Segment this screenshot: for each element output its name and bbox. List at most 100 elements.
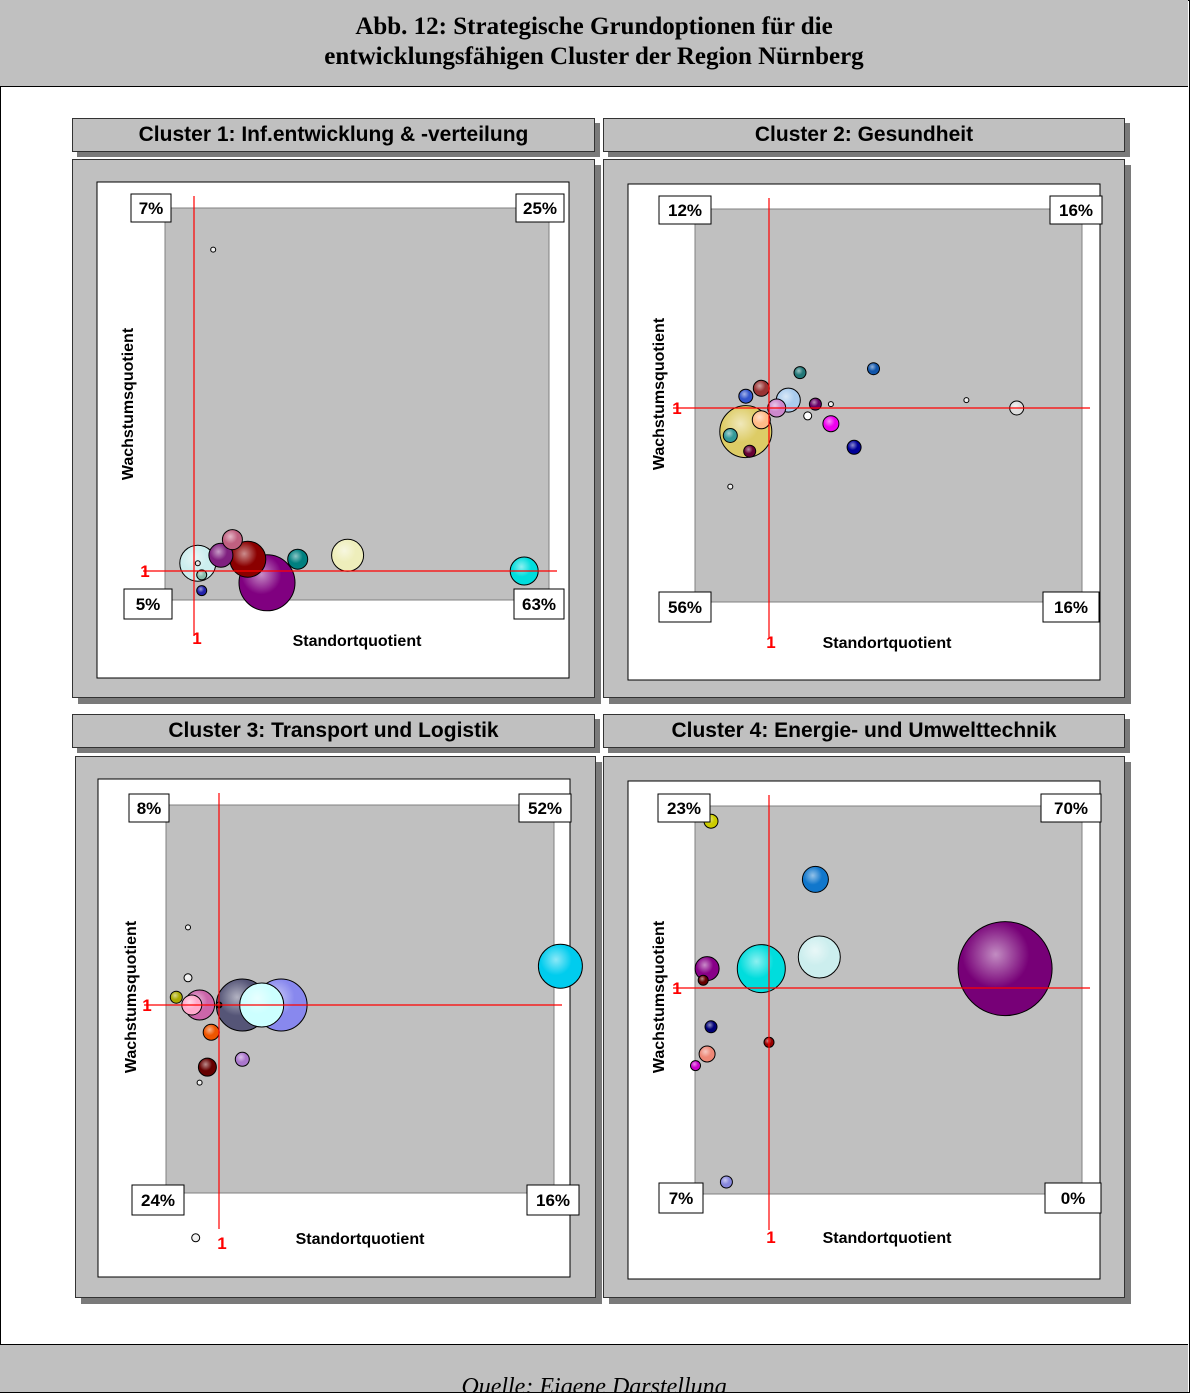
chart-4-bubble-5 <box>698 1045 716 1063</box>
chart-1-title: Cluster 1: Inf.entwicklung & -verteilung <box>72 118 595 152</box>
chart-4-svg: 23% 70% 7% 0% 1 1 Standortquotient Wachstumsquo… <box>627 780 1102 1280</box>
chart-4-quadrant-top-right-box <box>1040 793 1102 823</box>
chart-1-quadrant-bottom-right-label: 63% <box>522 595 556 614</box>
figure-title-line-2: entwicklungsfähigen Cluster der Region N… <box>324 43 864 70</box>
chart-4-quadrant-bottom-left-label: 7% <box>669 1189 694 1208</box>
chart-1-quadrant-top-right-label: 25% <box>523 199 557 218</box>
chart-3-bubble-3 <box>169 990 183 1004</box>
source-note: Quelle: Eigene Darstellung <box>461 1374 727 1392</box>
chart-3-bubble-11 <box>196 1079 203 1086</box>
chart-4-bubble-10 <box>797 935 841 979</box>
chart-3-y-axis-label: Wachstumsquotient <box>123 920 140 1073</box>
chart-1-y-axis-label: Wachstumsquotient <box>120 327 137 480</box>
chart-4-quadrant-top-right-label: 70% <box>1054 799 1088 818</box>
chart-3-title: Cluster 3: Transport und Logistik <box>72 714 595 748</box>
chart-3-quadrant-top-right-box <box>518 793 572 823</box>
chart-4-quadrant-bottom-left-box <box>658 1182 704 1214</box>
chart-4-x-axis-label: Standortquotient <box>823 1230 953 1247</box>
chart-1-bubble-9 <box>196 569 208 581</box>
chart-1-x-reference-value: 1 <box>192 629 201 648</box>
chart-4-y-axis-label: Wachstumsquotient <box>651 920 668 1073</box>
chart-1-x-axis-label: Standortquotient <box>293 633 423 650</box>
chart-4-panel: 23% 70% 7% 0% 1 1 Standortquotient Wachstumsquo… <box>603 756 1125 1298</box>
chart-3-bubble-2 <box>183 973 193 983</box>
chart-4-quadrant-top-left-label: 23% <box>667 799 701 818</box>
chart-2-y-reference-value: 1 <box>672 399 681 418</box>
chart-4-bubble-6 <box>690 1060 701 1072</box>
chart-3-x-axis-label: Standortquotient <box>296 1231 426 1248</box>
chart-2-quadrant-top-left-label: 12% <box>668 201 702 220</box>
chart-2-y-axis-label: Wachstumsquotient <box>651 317 668 470</box>
chart-4-quadrant-top-left-box <box>657 793 711 823</box>
chart-1-bubble-11 <box>196 585 208 597</box>
chart-1-bubble-7 <box>331 538 365 572</box>
chart-1-bubble-1 <box>210 246 217 253</box>
chart-2-bubble-10 <box>846 439 862 455</box>
chart-2-bubble-3 <box>738 388 754 404</box>
chart-2-quadrant-top-left-box <box>658 195 712 225</box>
chart-1-quadrant-bottom-right-box <box>513 588 565 620</box>
figure-header: Abb. 12: Strategische Grundoptionen für … <box>0 0 1188 87</box>
chart-2-x-axis-label: Standortquotient <box>823 635 953 652</box>
chart-2-quadrant-bottom-left-label: 56% <box>668 598 702 617</box>
chart-2-bubble-15 <box>743 444 757 458</box>
figure-title-line-1: Abb. 12: Strategische Grundoptionen für … <box>355 13 833 40</box>
chart-2-plot-area <box>694 208 1083 603</box>
chart-3-quadrant-bottom-right-box <box>526 1184 580 1216</box>
chart-2-bubble-14 <box>722 428 738 443</box>
figure-footer: Quelle: Eigene Darstellung <box>0 1344 1188 1392</box>
chart-1-bubble-6 <box>287 548 309 570</box>
chart-4-bubble-3 <box>697 974 709 986</box>
chart-2-svg: 12% 16% 56% 16% 1 1 Standortquotient Wachstumsq… <box>627 183 1103 681</box>
chart-2-bubble-12 <box>963 397 970 404</box>
chart-1-bubble-10 <box>194 560 201 567</box>
chart-2-bubble-16 <box>727 483 734 490</box>
chart-4-bubble-11 <box>801 865 829 893</box>
chart-3-svg: 8% 52% 24% 16% 1 1 Standortquotient Wachstumsqu… <box>97 778 583 1278</box>
chart-1-quadrant-top-left-box <box>130 193 172 223</box>
chart-2-bubble-9 <box>822 415 840 433</box>
chart-2-quadrant-bottom-left-box <box>658 591 712 623</box>
chart-2-quadrant-top-right-label: 16% <box>1059 201 1093 220</box>
chart-2-panel: 12% 16% 56% 16% 1 1 Standortquotient Wachstumsq… <box>603 159 1125 698</box>
chart-2-bubble-7 <box>803 411 813 421</box>
chart-2-bubble-6 <box>808 397 822 411</box>
chart-4-y-reference-value: 1 <box>672 979 681 998</box>
chart-2-bubble-4 <box>752 379 770 397</box>
chart-3-quadrant-top-left-box <box>128 793 170 823</box>
chart-4-quadrant-bottom-right-box <box>1044 1182 1102 1214</box>
chart-1-svg: 7% 25% 5% 63% 1 1 Standortquotient Wachstumsquo… <box>96 181 570 679</box>
chart-2-bubble-5 <box>793 366 807 380</box>
chart-3-quadrant-bottom-left-box <box>131 1184 185 1216</box>
chart-3-bubble-8 <box>202 1023 220 1041</box>
chart-1-quadrant-bottom-left-box <box>123 588 173 620</box>
chart-3-quadrant-bottom-left-label: 24% <box>141 1191 175 1210</box>
chart-3-bubble-15 <box>537 943 583 989</box>
chart-1-quadrant-top-right-box <box>515 193 565 223</box>
chart-4-title: Cluster 4: Energie- und Umwelttechnik <box>603 714 1125 748</box>
chart-4-bubble-12 <box>957 921 1053 1017</box>
chart-3-y-reference-value: 1 <box>142 996 151 1015</box>
chart-3-bubble-1 <box>185 924 191 931</box>
chart-4-x-reference-value: 1 <box>766 1228 775 1247</box>
chart-2-bubble-8 <box>827 401 834 408</box>
chart-2-quadrant-bottom-right-label: 16% <box>1054 598 1088 617</box>
chart-3-quadrant-top-right-label: 52% <box>528 799 562 818</box>
chart-3-bubble-10 <box>234 1051 250 1067</box>
chart-1-y-reference-value: 1 <box>140 562 149 581</box>
chart-1-bubble-2 <box>221 529 243 551</box>
chart-3-x-reference-value: 1 <box>217 1234 226 1253</box>
chart-3-panel: 8% 52% 24% 16% 1 1 Standortquotient Wachstumsqu… <box>75 756 596 1298</box>
chart-1-panel: 7% 25% 5% 63% 1 1 Standortquotient Wachstumsquo… <box>72 159 595 698</box>
chart-1-quadrant-top-left-label: 7% <box>139 199 164 218</box>
chart-3-bubble-9 <box>197 1057 217 1077</box>
chart-2-bubble-18 <box>751 410 771 430</box>
chart-4-bubble-4 <box>704 1020 718 1034</box>
chart-3-quadrant-top-left-label: 8% <box>137 799 162 818</box>
chart-2-bubble-11 <box>867 362 880 376</box>
chart-3-quadrant-bottom-right-label: 16% <box>536 1191 570 1210</box>
chart-1-bubble-3 <box>208 542 234 568</box>
chart-2-title: Cluster 2: Gesundheit <box>603 118 1125 152</box>
chart-4-bubble-7 <box>719 1175 733 1189</box>
chart-2-quadrant-top-right-box <box>1049 195 1103 225</box>
